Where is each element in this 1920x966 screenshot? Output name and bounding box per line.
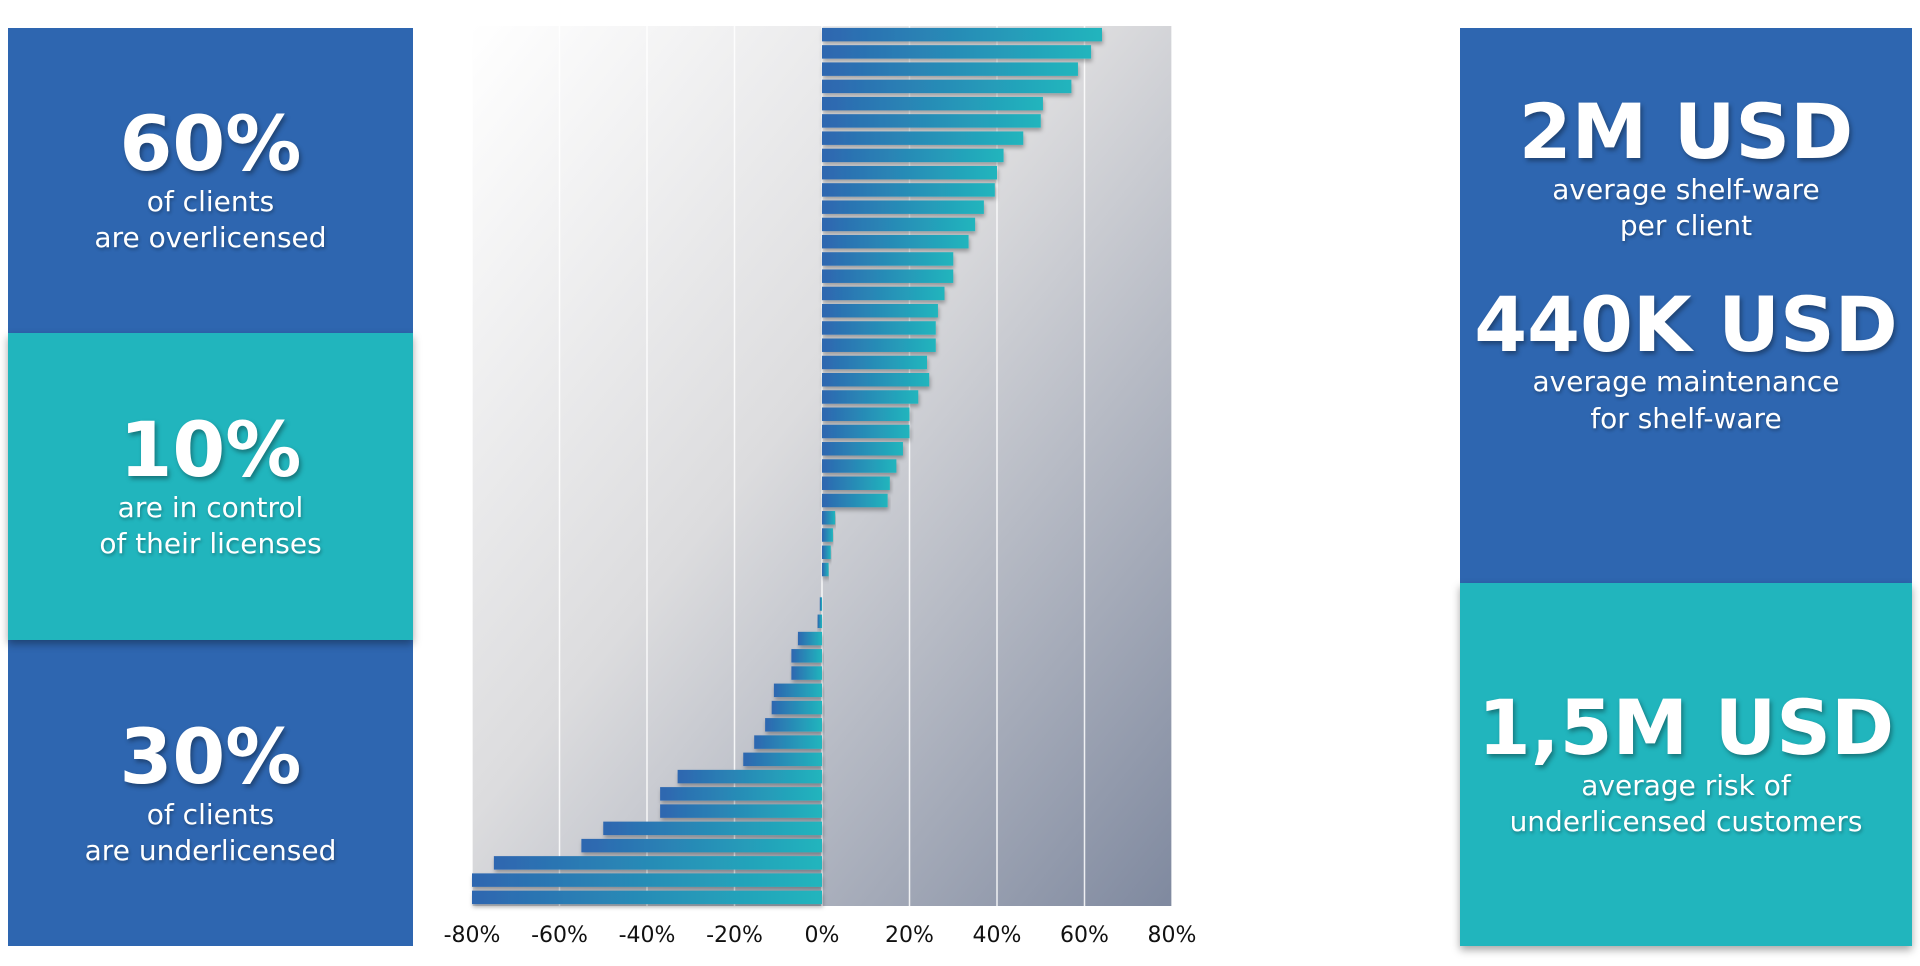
x-tick-label: -40% [619,923,676,948]
bar [765,718,822,732]
bar [791,649,822,663]
bar [660,804,822,818]
bar [493,856,822,870]
bar [822,407,910,421]
bar [822,234,969,249]
bar [819,597,822,611]
x-tick-label: -20% [706,923,763,948]
bar [822,114,1041,128]
bar [822,183,995,197]
bar [822,269,954,283]
stat-panel-underlicensed-risk: 1,5M USD average risk of underlicensed c… [1460,583,1912,946]
stat-panel-shelfware: 2M USD average shelf-ware per client 440… [1460,28,1912,583]
stat-headline: 30% [119,711,302,801]
stat-caption-line: are in control [117,491,304,524]
bar [822,528,833,542]
x-tick-label: 80% [1148,923,1197,948]
bar [822,200,984,214]
stat-caption-line: average maintenance [1532,365,1840,399]
bar-chart-svg: -80% -60% -40% -20% 0% 20% 40% 60% 80% [444,26,1197,948]
stat-panel-underlicensed: 30% of clients are underlicensed [8,640,413,946]
bar [822,96,1043,111]
bar [791,666,822,680]
stat-caption-line: average risk of [1581,769,1791,802]
bar [822,476,890,490]
bar [822,79,1072,94]
bar [754,735,822,749]
bar [660,787,822,801]
bar [822,493,888,508]
bar [822,217,976,232]
stat-headline: 10% [119,405,302,495]
license-balance-chart: -80% -60% -40% -20% 0% 20% 40% 60% 80% [440,20,1430,966]
bar [677,769,822,784]
bar [773,683,822,698]
bar [472,890,822,905]
bar [603,821,822,836]
bar [822,355,927,370]
x-tick-label: -80% [444,923,501,948]
bar [822,148,1004,163]
bar [822,424,910,439]
bar [822,459,897,473]
bar [472,873,822,887]
bar [743,752,822,767]
bar [817,614,822,629]
bar [771,700,822,715]
bar [822,562,829,577]
x-tick-label: 0% [805,923,840,948]
stat-caption-line: for shelf-ware [1590,401,1782,435]
bar [822,131,1024,145]
stat-caption-line: of clients [146,185,275,218]
stat-caption-line: of clients [146,797,275,831]
bar [822,27,1102,42]
x-tick-label: 20% [885,923,934,948]
stat-headline: 2M USD [1518,87,1854,176]
x-tick-label: -60% [531,923,588,948]
bar [581,838,822,853]
bar [822,321,936,335]
bar [822,390,919,404]
stat-caption-line: per client [1619,209,1753,243]
bar [822,511,836,525]
stat-caption-line: are overlicensed [94,221,327,255]
bar [822,338,936,352]
stat-headline: 60% [119,99,302,189]
stat-panel-overlicensed: 60% of clients are overlicensed [8,28,413,333]
stat-block-shelfware-average: 2M USD average shelf-ware per client [1519,92,1854,245]
bar [822,45,1092,59]
bar [822,545,831,560]
stat-panel-in-control: 10% are in control of their licenses [8,333,413,640]
stat-caption-line: average shelf-ware [1552,172,1820,206]
stat-caption-line: are underlicensed [84,833,337,867]
bar [822,303,938,318]
stat-headline: 1,5M USD [1477,683,1895,773]
bar [822,286,945,301]
stat-block-shelfware-maintenance: 440K USD average maintenance for shelf-w… [1474,279,1898,438]
stat-caption-line: underlicensed customers [1509,805,1863,839]
bar [822,442,903,456]
bar [822,252,954,266]
stat-headline: 440K USD [1474,279,1898,369]
x-tick-label: 60% [1060,923,1109,948]
bar [822,372,930,387]
bar [797,631,822,646]
x-tick-label: 40% [973,923,1022,948]
stat-caption-line: of their licenses [99,527,322,561]
bar [822,62,1078,76]
bar [822,165,997,180]
